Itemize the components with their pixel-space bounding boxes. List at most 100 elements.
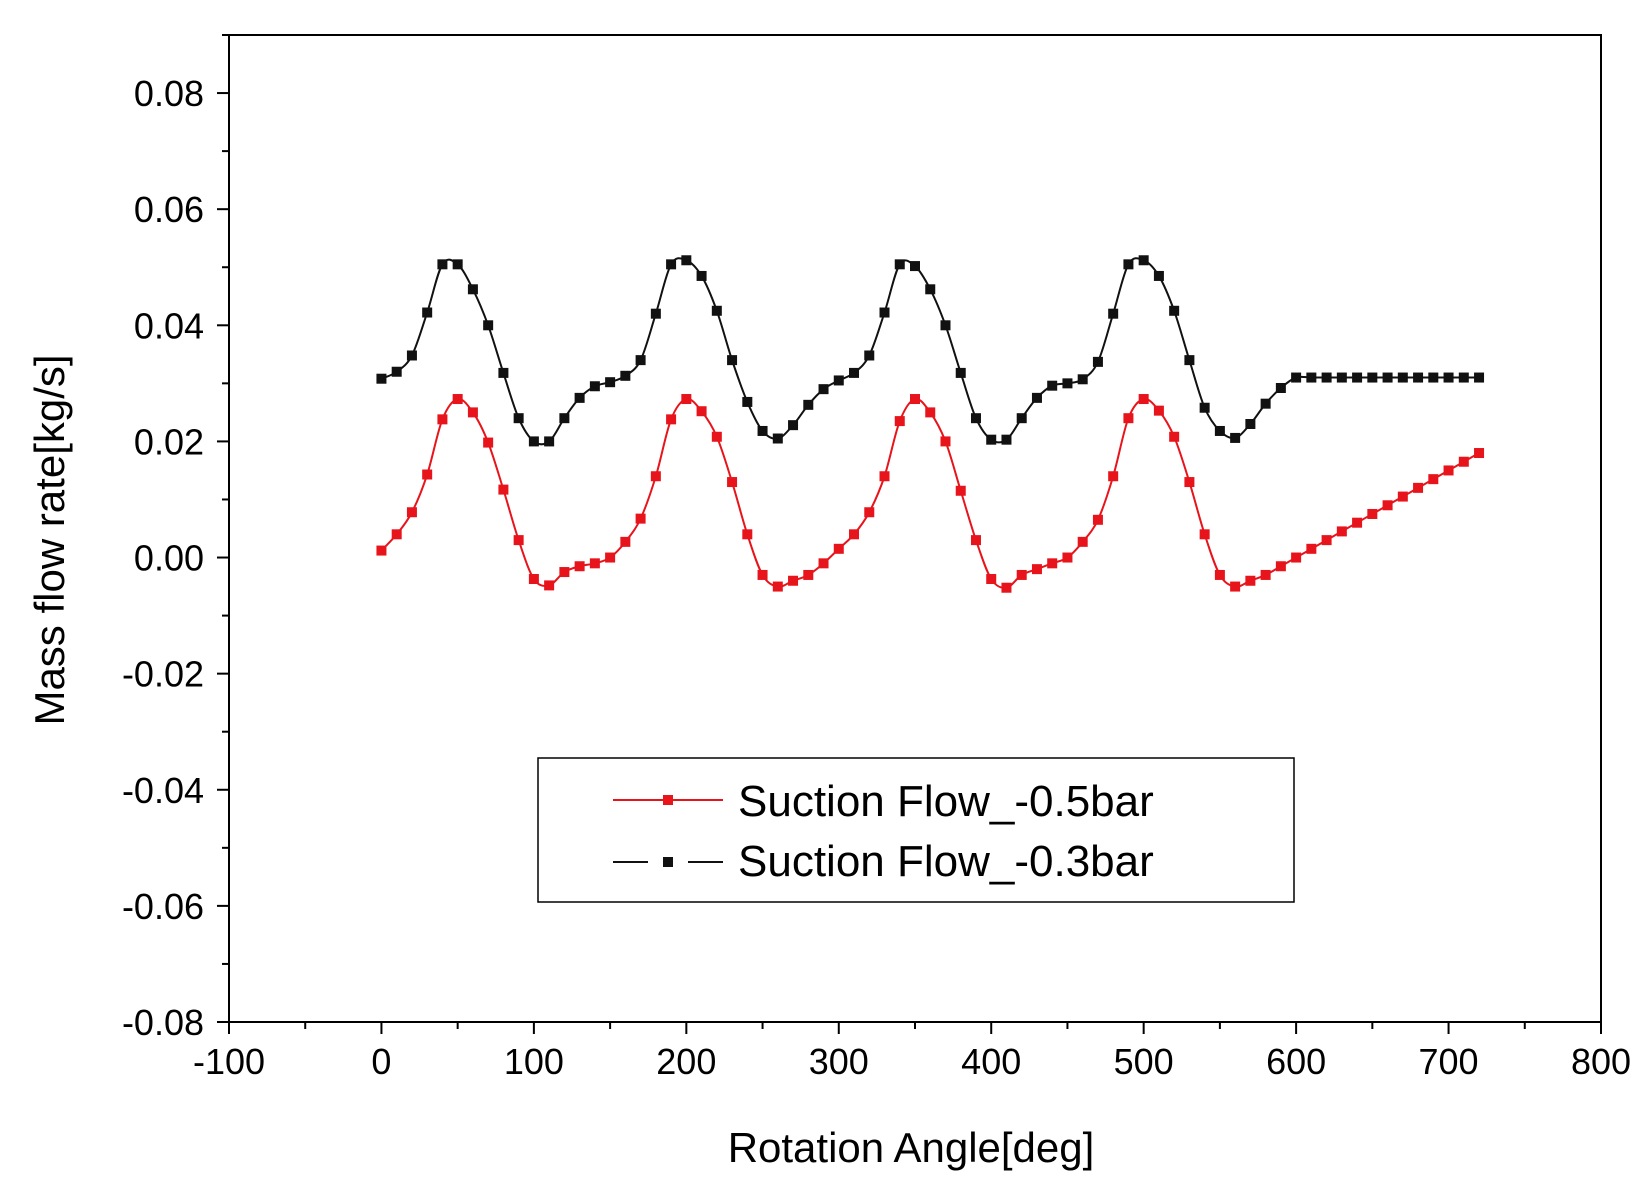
- series-2-point: [1382, 372, 1393, 383]
- series-2-point: [1413, 372, 1424, 383]
- y-axis-title: Mass flow rate[kg/s]: [26, 354, 73, 725]
- series-1-point: [1214, 569, 1225, 580]
- series-layer: [376, 255, 1485, 593]
- series-1-point: [772, 581, 783, 592]
- series-2-point: [620, 370, 631, 381]
- series-2-point: [391, 366, 402, 377]
- x-axis-title: Rotation Angle[deg]: [728, 1124, 1095, 1171]
- series-1-point: [1138, 394, 1149, 405]
- series-2-point: [1123, 259, 1134, 270]
- series-2-point: [1458, 372, 1469, 383]
- series-2-point: [1260, 398, 1271, 409]
- series-2-point: [1428, 372, 1439, 383]
- series-1-point: [864, 507, 875, 518]
- series-1-point: [986, 574, 997, 585]
- y-tick-label: -0.06: [122, 886, 204, 927]
- series-2-point: [666, 259, 677, 270]
- series-2-point: [1230, 432, 1241, 443]
- series-2-point: [1184, 355, 1195, 366]
- series-1-point: [650, 471, 661, 482]
- series-1-point: [757, 569, 768, 580]
- series-1-point: [894, 416, 905, 427]
- series-1-point: [666, 414, 677, 425]
- series-2-point: [1108, 308, 1119, 319]
- series-1-point: [498, 484, 509, 495]
- series-1-point: [788, 575, 799, 586]
- series-2-point: [650, 308, 661, 319]
- series-1-point: [1169, 431, 1180, 442]
- series-1-point: [483, 437, 494, 448]
- series-2-point: [772, 433, 783, 444]
- series-2-point: [1336, 372, 1347, 383]
- series-1-point: [849, 529, 860, 540]
- legend: Suction Flow_-0.5bar Suction Flow_-0.3ba…: [537, 757, 1295, 903]
- series-1-point: [1382, 500, 1393, 511]
- series-2-point: [1169, 305, 1180, 316]
- x-tick-label: 500: [1114, 1041, 1174, 1082]
- series-1-point: [1306, 543, 1317, 554]
- series-2-point: [1474, 372, 1485, 383]
- series-2-point: [1397, 372, 1408, 383]
- legend-marker-series-1: [663, 795, 673, 805]
- series-1-point: [1275, 561, 1286, 572]
- series-2-point: [605, 377, 616, 388]
- y-tick-label: 0.08: [134, 73, 204, 114]
- series-2-point: [452, 259, 463, 270]
- series-1-point: [452, 394, 463, 405]
- series-1-point: [1199, 529, 1210, 540]
- series-2-point: [1306, 372, 1317, 383]
- series-1-point: [406, 507, 417, 518]
- series-1-point: [1123, 413, 1134, 424]
- series-2-point: [1031, 392, 1042, 403]
- series-1-point: [635, 513, 646, 524]
- y-tick-label: 0.00: [134, 538, 204, 579]
- series-2-point: [467, 284, 478, 295]
- series-1-point: [467, 407, 478, 418]
- series-2-point: [1214, 425, 1225, 436]
- x-tick-label: 400: [961, 1041, 1021, 1082]
- series-1-point: [1230, 581, 1241, 592]
- series-1-point: [1321, 535, 1332, 546]
- series-2-point: [833, 375, 844, 386]
- series-2-point: [376, 373, 387, 384]
- series-1-point: [696, 406, 707, 417]
- series-2-point: [1352, 372, 1363, 383]
- series-1-point: [1092, 514, 1103, 525]
- series-2-point: [422, 307, 433, 318]
- series-1-point: [879, 471, 890, 482]
- series-1-point: [1352, 517, 1363, 528]
- x-tick-label: 600: [1266, 1041, 1326, 1082]
- series-2-point: [1138, 255, 1149, 266]
- series-1-point: [940, 436, 951, 447]
- series-2-point: [711, 305, 722, 316]
- series-1-point: [1260, 569, 1271, 580]
- series-1-point: [1153, 405, 1164, 416]
- series-2-point: [864, 350, 875, 361]
- series-2-point: [925, 284, 936, 295]
- series-1-point: [544, 580, 555, 591]
- series-1-point: [711, 431, 722, 442]
- series-1-point: [528, 574, 539, 585]
- y-tick-label: 0.02: [134, 421, 204, 462]
- y-tick-label: 0.04: [134, 305, 204, 346]
- x-tick-label: -100: [193, 1041, 265, 1082]
- legend-marker-series-2: [663, 857, 673, 867]
- series-1-point: [742, 529, 753, 540]
- legend-label-series-2: Suction Flow_-0.3bar: [738, 837, 1154, 886]
- y-axis: -0.08 -0.06 -0.04 -0.02 0.00 0.02 0.04 0.06 0.08: [122, 34, 229, 1043]
- series-2-point: [788, 420, 799, 431]
- series-2-point: [681, 255, 692, 266]
- series-1-point: [1016, 569, 1027, 580]
- series-1-point: [1047, 558, 1058, 569]
- series-2-point: [635, 355, 646, 366]
- series-1-point: [1443, 465, 1454, 476]
- series-2-point: [1077, 374, 1088, 385]
- series-2-point: [910, 261, 920, 272]
- series-1-point: [1291, 552, 1302, 563]
- series-2-point: [406, 350, 417, 361]
- series-2-point: [1001, 434, 1012, 445]
- series-2-point: [1199, 402, 1210, 413]
- series-2-point: [1443, 372, 1454, 383]
- series-2-point: [1321, 372, 1332, 383]
